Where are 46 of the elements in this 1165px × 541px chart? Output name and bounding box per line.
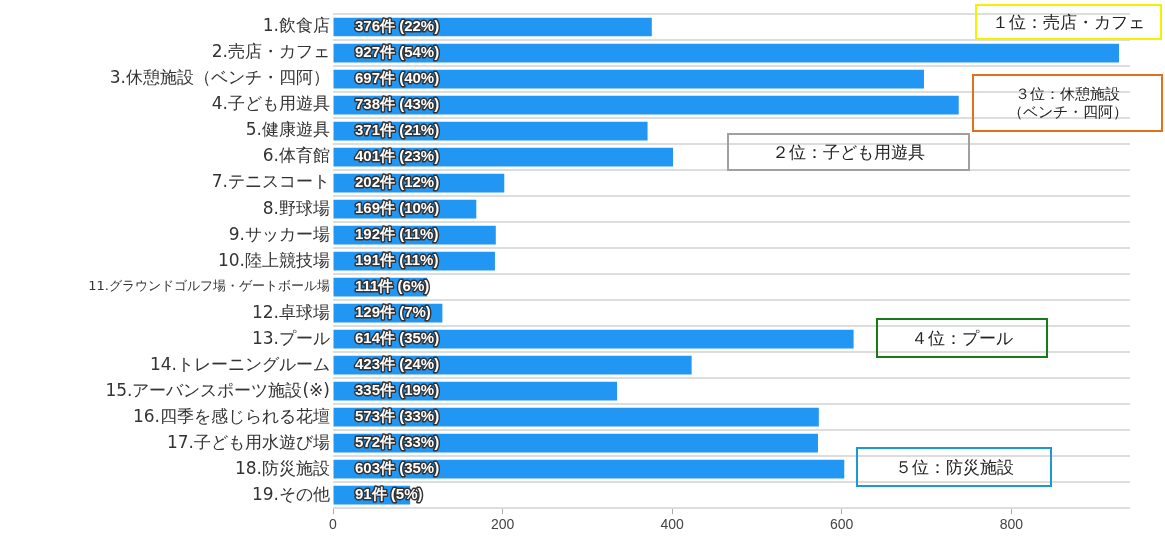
y-tick-label: 19.その他 — [251, 483, 330, 504]
data-label: 603件 (35%) — [355, 459, 440, 477]
y-tick-label: 8.野球場 — [262, 197, 330, 218]
annotation: １位：売店・カフェ — [975, 4, 1162, 40]
annotation: ４位：プール — [876, 318, 1048, 358]
annotation: ５位：防災施設 — [856, 447, 1052, 487]
annotation: ２位：子ども用遊具 — [727, 133, 970, 171]
y-tick-label: 15.アーバンスポーツ施設(※) — [105, 379, 330, 400]
data-label: 573件 (33%) — [355, 407, 440, 425]
data-label: 376件 (22%) — [355, 17, 440, 35]
y-tick-label: 16.四季を感じられる花壇 — [132, 405, 330, 426]
data-label: 401件 (23%) — [355, 147, 440, 165]
y-tick-label: 11.グラウンドゴルフ場・ゲートボール場 — [88, 278, 330, 294]
y-tick-label: 10.陸上競技場 — [217, 249, 330, 270]
data-label: 129件 (7%) — [355, 303, 431, 321]
y-tick-label: 2.売店・カフェ — [211, 41, 330, 62]
x-tick-label: 0 — [329, 516, 338, 533]
data-label: 191件 (11%) — [355, 251, 439, 269]
x-tick-label: 200 — [490, 516, 515, 533]
x-tick-label: 600 — [830, 516, 854, 533]
data-label: 192件 (11%) — [355, 225, 439, 243]
y-tick-label: 5.健康遊具 — [245, 119, 330, 140]
data-label: 927件 (54%) — [355, 43, 440, 61]
y-tick-label: 1.飲食店 — [262, 15, 330, 36]
y-tick-label: 7.テニスコート — [211, 171, 330, 192]
data-label: 572件 (33%) — [355, 433, 440, 451]
data-label: 614件 (35%) — [355, 329, 440, 347]
y-tick-label: 6.体育館 — [262, 145, 330, 166]
data-label: 202件 (12%) — [355, 173, 440, 191]
data-label: 697件 (40%) — [355, 69, 440, 87]
data-label: 371件 (21%) — [355, 121, 440, 139]
data-label: 335件 (19%) — [355, 381, 440, 399]
annotation: ３位：休憩施設（ベンチ・四阿） — [1007, 85, 1128, 121]
y-tick-label: 14.トレーニングルーム — [149, 353, 330, 374]
y-tick-label: 3.休憩施設（ベンチ・四阿） — [109, 67, 330, 88]
y-tick-label: 18.防災施設 — [234, 457, 330, 478]
x-tick-label: 800 — [999, 516, 1024, 533]
y-tick-label: 12.卓球場 — [251, 301, 330, 322]
y-tick-label: 17.子ども用水遊び場 — [166, 431, 330, 452]
data-label: 169件 (10%) — [355, 199, 440, 217]
y-tick-label: 9.サッカー場 — [228, 223, 330, 244]
y-tick-label: 13.プール — [251, 327, 330, 348]
data-label: 738件 (43%) — [355, 95, 440, 113]
x-tick-label: 400 — [660, 516, 685, 533]
y-tick-label: 4.子ども用遊具 — [211, 93, 330, 114]
data-label: 423件 (24%) — [355, 355, 440, 373]
